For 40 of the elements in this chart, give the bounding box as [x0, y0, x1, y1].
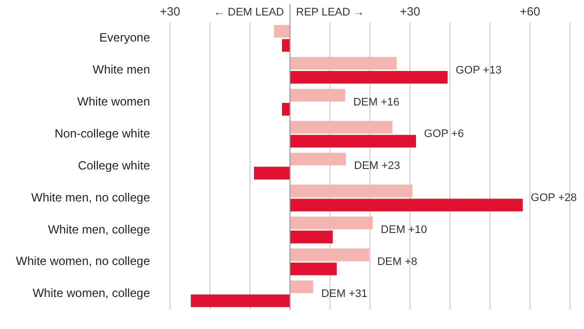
- annotation: GOP +6: [424, 128, 464, 140]
- y-tick-label: Non-college white: [54, 126, 150, 140]
- bar: [290, 134, 416, 148]
- bar: [282, 39, 290, 52]
- bar: [190, 294, 290, 308]
- annotation: GOP +28: [530, 192, 577, 204]
- annotation: DEM +23: [354, 160, 400, 172]
- y-tick-label: White men, college: [48, 222, 150, 236]
- text: REP LEAD →: [296, 6, 364, 18]
- bar: [290, 198, 523, 212]
- bar: [254, 166, 290, 180]
- bar: [282, 102, 290, 116]
- annotation: DEM +16: [353, 96, 400, 108]
- bar: [274, 25, 290, 38]
- y-tick-label: White men: [92, 62, 150, 77]
- bar: [290, 120, 392, 134]
- bar: [290, 262, 337, 276]
- x-tick-label: +30: [160, 4, 180, 19]
- bar: [290, 248, 370, 262]
- bar: [290, 152, 346, 166]
- annotation: DEM +31: [321, 288, 368, 300]
- bar: [290, 56, 397, 70]
- bar: [290, 230, 333, 244]
- bar: [290, 71, 448, 84]
- y-tick-label: Everyone: [99, 30, 150, 45]
- y-tick-label: White men, no college: [31, 190, 150, 204]
- bar: [290, 280, 314, 294]
- bar: [290, 216, 373, 230]
- text: ← DEM LEAD: [214, 6, 284, 18]
- y-tick-label: White women: [77, 94, 150, 109]
- annotation: GOP +13: [456, 64, 502, 76]
- y-tick-label: College white: [78, 158, 150, 172]
- bar: [290, 88, 346, 102]
- bar: [290, 184, 412, 198]
- x-tick-label: +30: [400, 4, 420, 19]
- y-tick-label: White women, no college: [16, 254, 150, 268]
- y-tick-label: White women, college: [32, 286, 150, 300]
- x-tick-label: +60: [520, 4, 540, 19]
- annotation: DEM +8: [377, 256, 418, 268]
- annotation: DEM +10: [380, 224, 427, 236]
